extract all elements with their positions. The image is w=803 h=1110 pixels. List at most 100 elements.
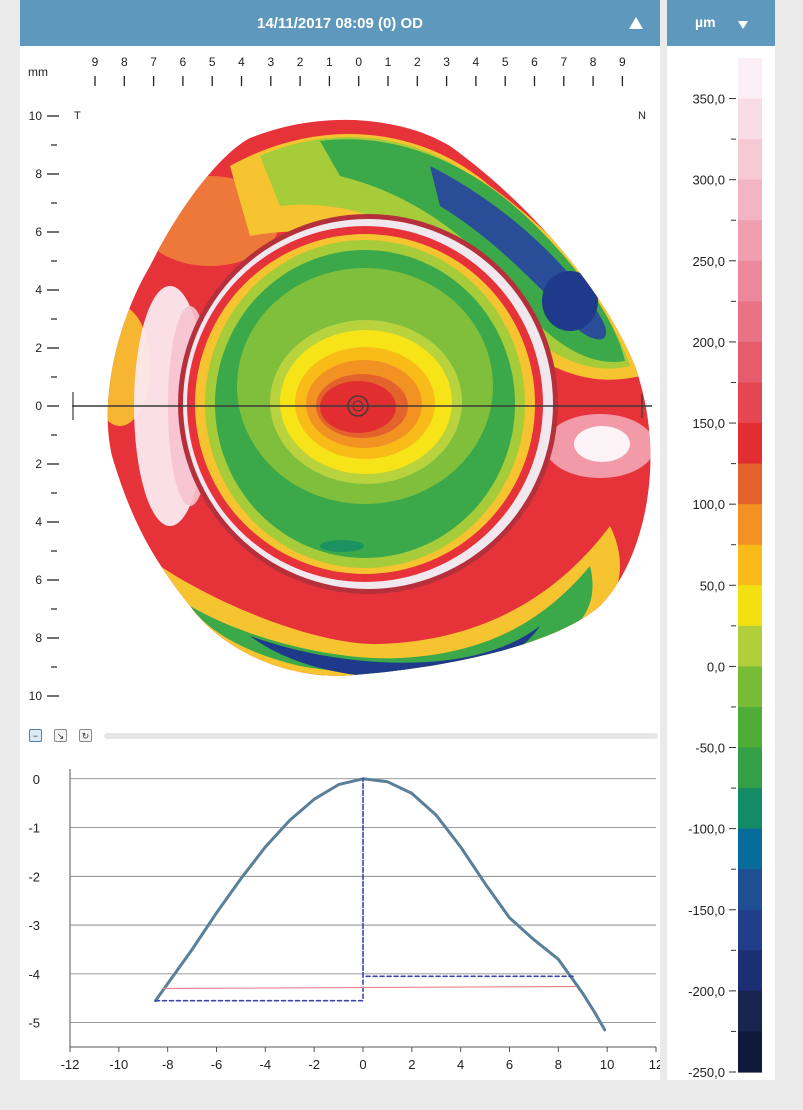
color-scale-label: 250,0 <box>692 254 725 269</box>
elevation-map <box>107 119 651 676</box>
y-tick-label: -1 <box>28 821 40 836</box>
x-tick-label: 0 <box>359 1057 366 1072</box>
scale-unit-label: µm <box>695 14 716 30</box>
top-axis-label: 8 <box>121 55 128 69</box>
x-tick-label: -6 <box>211 1057 223 1072</box>
side-axis-label: 10 <box>29 689 43 703</box>
x-tick-label: 4 <box>457 1057 464 1072</box>
color-scale-label: -150,0 <box>688 903 725 918</box>
top-axis-label: 9 <box>619 55 626 69</box>
color-scale-band <box>738 260 762 302</box>
color-scale-band <box>738 179 762 221</box>
color-scale-label: 300,0 <box>692 173 725 188</box>
color-scale-label: 350,0 <box>692 92 725 107</box>
color-scale-band <box>738 341 762 384</box>
color-scale-band <box>738 950 762 992</box>
y-tick-label: 0 <box>33 772 40 787</box>
top-axis-label: 5 <box>502 55 509 69</box>
color-scale-label: -50,0 <box>695 741 725 756</box>
color-scale-band <box>738 423 762 465</box>
reference-dashed-line <box>154 777 577 1002</box>
apex-marker[interactable] <box>72 392 652 420</box>
color-scale-band <box>738 869 762 911</box>
x-tick-label: 8 <box>555 1057 562 1072</box>
x-tick-label: 12 <box>649 1057 660 1072</box>
top-axis-label: 1 <box>385 55 392 69</box>
color-scale-band <box>738 463 762 505</box>
top-axis-label: 3 <box>443 55 450 69</box>
x-tick-label: -10 <box>109 1057 128 1072</box>
color-scale-label: 150,0 <box>692 416 725 431</box>
side-axis-label: 8 <box>35 167 42 181</box>
top-axis-label: 1 <box>326 55 333 69</box>
triangle-up-icon[interactable] <box>628 16 644 30</box>
x-tick-label: -4 <box>260 1057 272 1072</box>
map-unit-label: mm <box>28 65 48 79</box>
color-scale-band <box>738 990 762 1033</box>
color-scale-band <box>738 747 762 789</box>
color-scale-label: -200,0 <box>688 984 725 999</box>
side-axis-label: 10 <box>29 109 43 123</box>
y-tick-label: -3 <box>28 918 40 933</box>
side-axis-label: 2 <box>35 457 42 471</box>
color-scale-band <box>738 828 762 870</box>
baseline-line <box>162 985 577 990</box>
side-axis-label: 4 <box>35 283 42 297</box>
side-axis-label: 8 <box>35 631 42 645</box>
color-scale-band <box>738 504 762 546</box>
map-header: 14/11/2017 08:09 (0) OD <box>20 0 660 46</box>
top-axis-label: 5 <box>209 55 216 69</box>
y-tick-label: -5 <box>28 1016 40 1031</box>
color-scale-band <box>738 139 762 181</box>
x-tick-label: -12 <box>61 1057 80 1072</box>
exam-title: 14/11/2017 08:09 (0) OD <box>257 14 423 32</box>
scale-header[interactable]: µm <box>667 0 775 46</box>
profile-slider[interactable] <box>104 733 658 739</box>
color-scale-label: 50,0 <box>700 578 725 593</box>
color-scale-band <box>738 382 762 424</box>
x-tick-label: 6 <box>506 1057 513 1072</box>
top-axis-label: 6 <box>531 55 538 69</box>
top-axis-label: 0 <box>355 55 362 69</box>
top-axis-label: 6 <box>180 55 187 69</box>
temporal-marker: T <box>74 110 81 122</box>
nasal-marker: N <box>638 110 646 122</box>
side-axis-label: 4 <box>35 515 42 529</box>
x-tick-label: 10 <box>600 1057 614 1072</box>
y-tick-label: -2 <box>28 869 40 884</box>
color-scale-band <box>738 58 762 100</box>
profile-chart[interactable]: 0 -1 -2 -3 -4 -5 -12 -10 -8 -6 -4 -2 0 2 4 6 8 10 12 <box>20 745 660 1080</box>
x-tick-label: 2 <box>408 1057 415 1072</box>
x-tick-label: -8 <box>162 1057 174 1072</box>
arrow-in-icon[interactable]: ↘ <box>54 729 67 742</box>
color-scale: 350,0 300,0 250,0 200,0 150,0 100,0 50,0 0,0 -50… <box>688 58 762 1080</box>
triangle-down-icon[interactable] <box>737 20 749 30</box>
color-scale-band <box>738 909 762 951</box>
color-scale-band <box>738 666 762 708</box>
side-axis-label: 2 <box>35 341 42 355</box>
color-scale-label: 200,0 <box>692 335 725 350</box>
top-axis-label: 2 <box>414 55 421 69</box>
top-axis-label: 7 <box>150 55 157 69</box>
side-axis-label: 6 <box>35 573 42 587</box>
minus-icon[interactable]: − <box>29 729 42 742</box>
top-axis-label: 7 <box>560 55 567 69</box>
color-scale-band <box>738 220 762 262</box>
top-axis-label: 4 <box>473 55 480 69</box>
top-axis-label: 3 <box>267 55 274 69</box>
color-scale-band <box>738 544 762 586</box>
color-scale-label: -100,0 <box>688 822 725 837</box>
color-scale-band <box>738 625 762 667</box>
top-axis-label: 4 <box>238 55 245 69</box>
side-axis-label: 0 <box>35 399 42 413</box>
color-scale-band <box>738 301 762 343</box>
color-scale-label: -250,0 <box>688 1065 725 1080</box>
color-scale-label: 100,0 <box>692 497 725 512</box>
rotate-icon[interactable]: ↻ <box>79 729 92 742</box>
color-scale-band <box>738 585 762 627</box>
color-scale-band <box>738 706 762 749</box>
x-tick-label: -2 <box>308 1057 320 1072</box>
color-scale-band <box>738 788 762 830</box>
